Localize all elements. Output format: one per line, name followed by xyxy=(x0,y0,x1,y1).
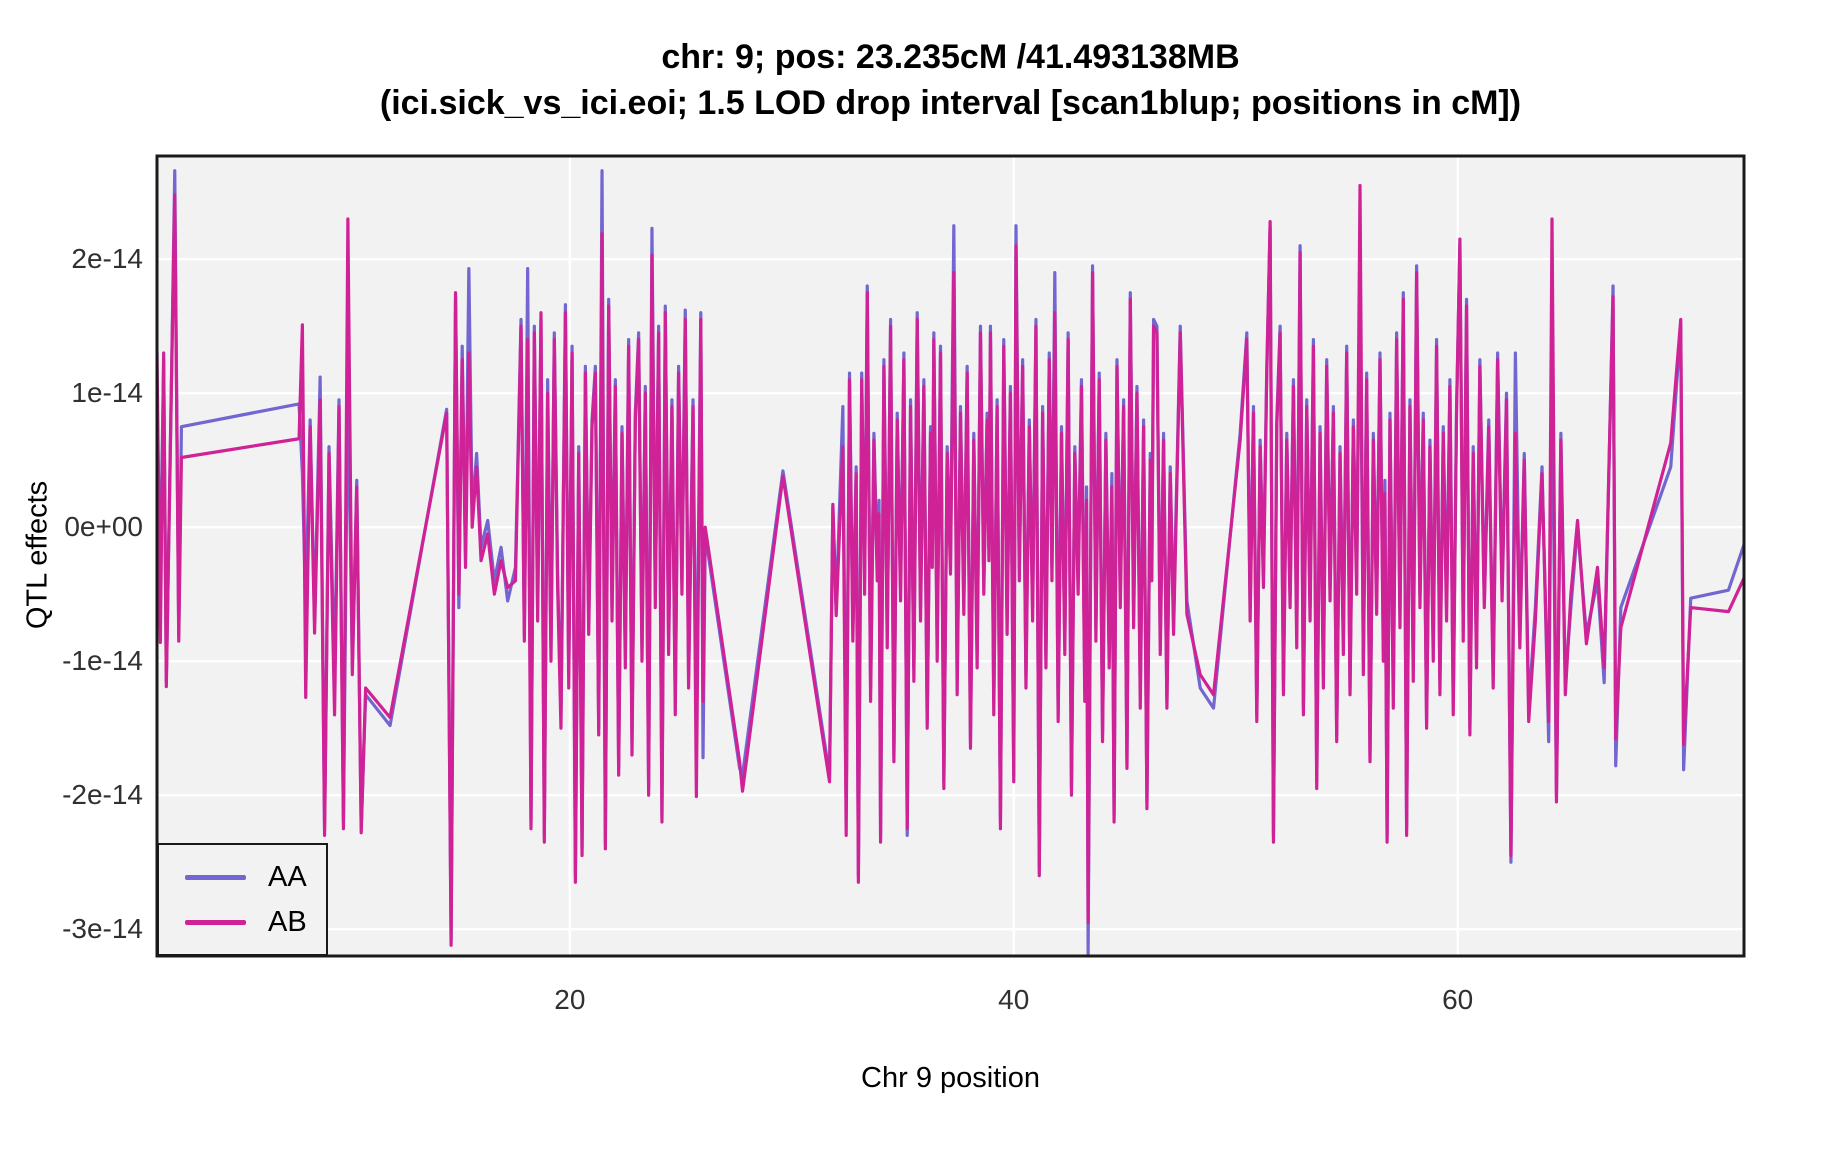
chart-title-line2: (ici.sick_vs_ici.eoi; 1.5 LOD drop inter… xyxy=(379,84,1522,122)
series-line-ab xyxy=(157,183,1744,947)
y-tick-label: 0e+00 xyxy=(64,511,143,543)
panel-border xyxy=(155,154,1746,958)
aa-line-swatch xyxy=(185,874,246,880)
chart-title: chr: 9; pos: 23.235cM /41.493138MB (ici.… xyxy=(157,34,1744,126)
y-axis-title: QTL effects xyxy=(21,480,54,630)
y-tick-label: 1e-14 xyxy=(71,377,143,409)
y-tick-label: -2e-14 xyxy=(62,779,143,811)
legend-label-ab: AB xyxy=(268,905,307,938)
x-tick-label: 20 xyxy=(554,984,586,1015)
y-tick-label: -1e-14 xyxy=(62,645,143,677)
y-tick-label: 2e-14 xyxy=(71,243,143,275)
chart-title-line1: chr: 9; pos: 23.235cM /41.493138MB xyxy=(661,38,1240,76)
x-tick-label: 60 xyxy=(1442,984,1474,1015)
legend-item-ab: AB xyxy=(159,900,326,945)
legend-box: AA AB xyxy=(157,843,328,956)
x-axis-title: Chr 9 position xyxy=(861,1062,1040,1094)
ab-line-swatch xyxy=(185,919,246,925)
legend-label-aa: AA xyxy=(268,860,307,893)
y-tick-label: -3e-14 xyxy=(62,913,143,945)
x-tick-label: 40 xyxy=(998,984,1030,1015)
legend-item-aa: AA xyxy=(159,855,326,900)
